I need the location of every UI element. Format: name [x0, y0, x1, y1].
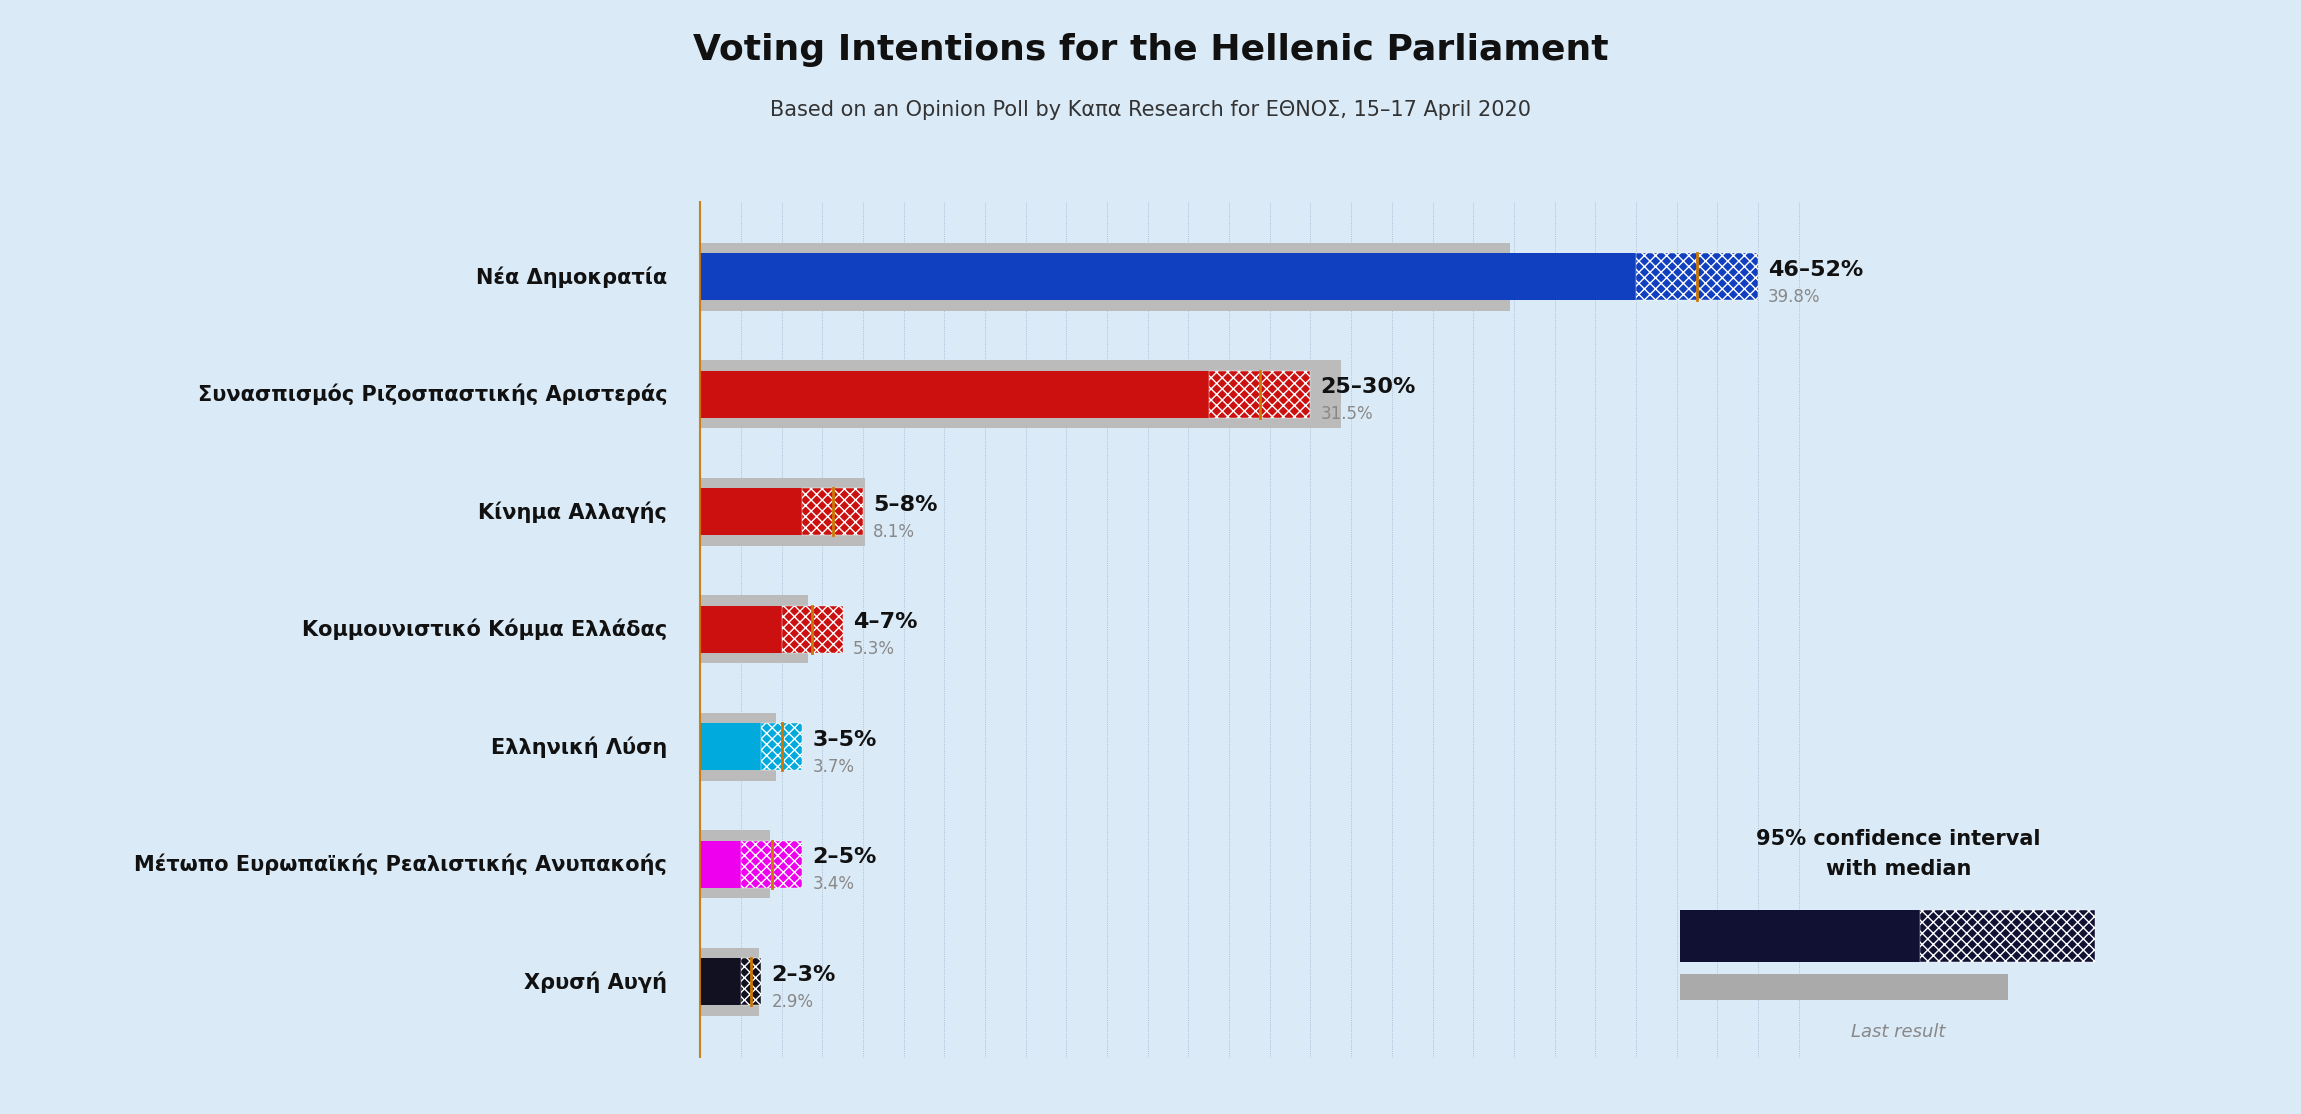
Text: Νέα Δημοκρατία: Νέα Δημοκρατία	[476, 266, 667, 287]
Bar	[700, 606, 842, 653]
Bar	[1680, 910, 1919, 962]
Bar	[700, 830, 769, 899]
Bar	[700, 243, 1509, 311]
Bar	[1680, 974, 2006, 1000]
Text: Last result: Last result	[1850, 1023, 1947, 1040]
Text: with median: with median	[1825, 859, 1972, 879]
Text: 3.4%: 3.4%	[812, 876, 854, 893]
Text: Μέτωπο Ευρωπαϊκής Ρεαλιστικής Ανυπακοής: Μέτωπο Ευρωπαϊκής Ρεαλιστικής Ανυπακοής	[133, 853, 667, 876]
Text: 8.1%: 8.1%	[874, 522, 916, 541]
Bar	[782, 606, 842, 653]
Text: 5.3%: 5.3%	[854, 641, 895, 658]
Bar	[762, 723, 803, 771]
Bar	[700, 253, 1758, 301]
Bar	[700, 948, 759, 1016]
Text: 25–30%: 25–30%	[1321, 378, 1415, 398]
Text: Ελληνική Λύση: Ελληνική Λύση	[490, 736, 667, 758]
Text: Κίνημα Αλλαγής: Κίνημα Αλλαγής	[479, 501, 667, 522]
Bar	[700, 488, 863, 536]
Bar	[700, 958, 762, 1006]
Bar	[741, 958, 762, 1006]
Bar	[700, 841, 803, 888]
Bar	[1208, 371, 1312, 418]
Bar	[700, 723, 803, 771]
Text: 31.5%: 31.5%	[1321, 405, 1374, 423]
Text: Συνασπισμός Ριζοσπαστικής Αριστεράς: Συνασπισμός Ριζοσπαστικής Αριστεράς	[198, 383, 667, 405]
Text: 3–5%: 3–5%	[812, 730, 877, 750]
Bar	[803, 488, 863, 536]
Text: Κομμουνιστικό Κόμμα Ελλάδας: Κομμουνιστικό Κόμμα Ελλάδας	[301, 618, 667, 641]
Bar	[741, 841, 803, 888]
Text: 5–8%: 5–8%	[874, 495, 939, 515]
Text: Based on an Opinion Poll by Kαπα Research for EΘΝΟΣ, 15–17 April 2020: Based on an Opinion Poll by Kαπα Researc…	[771, 100, 1530, 120]
Bar	[700, 478, 865, 546]
Text: 2–3%: 2–3%	[771, 965, 835, 985]
Text: 39.8%: 39.8%	[1767, 287, 1820, 306]
Text: 4–7%: 4–7%	[854, 613, 918, 633]
Text: 3.7%: 3.7%	[812, 758, 854, 775]
Bar	[1919, 910, 2094, 962]
Text: 2–5%: 2–5%	[812, 848, 877, 868]
Bar	[700, 371, 1312, 418]
Text: Χρυσή Αυγή: Χρυσή Αυγή	[525, 971, 667, 993]
Bar	[700, 595, 808, 664]
Text: 2.9%: 2.9%	[771, 993, 815, 1010]
Text: 46–52%: 46–52%	[1767, 260, 1864, 280]
Bar	[700, 360, 1341, 429]
Text: Voting Intentions for the Hellenic Parliament: Voting Intentions for the Hellenic Parli…	[693, 33, 1608, 68]
Bar	[1636, 253, 1758, 301]
Bar	[700, 713, 775, 781]
Text: 95% confidence interval: 95% confidence interval	[1756, 829, 2041, 849]
